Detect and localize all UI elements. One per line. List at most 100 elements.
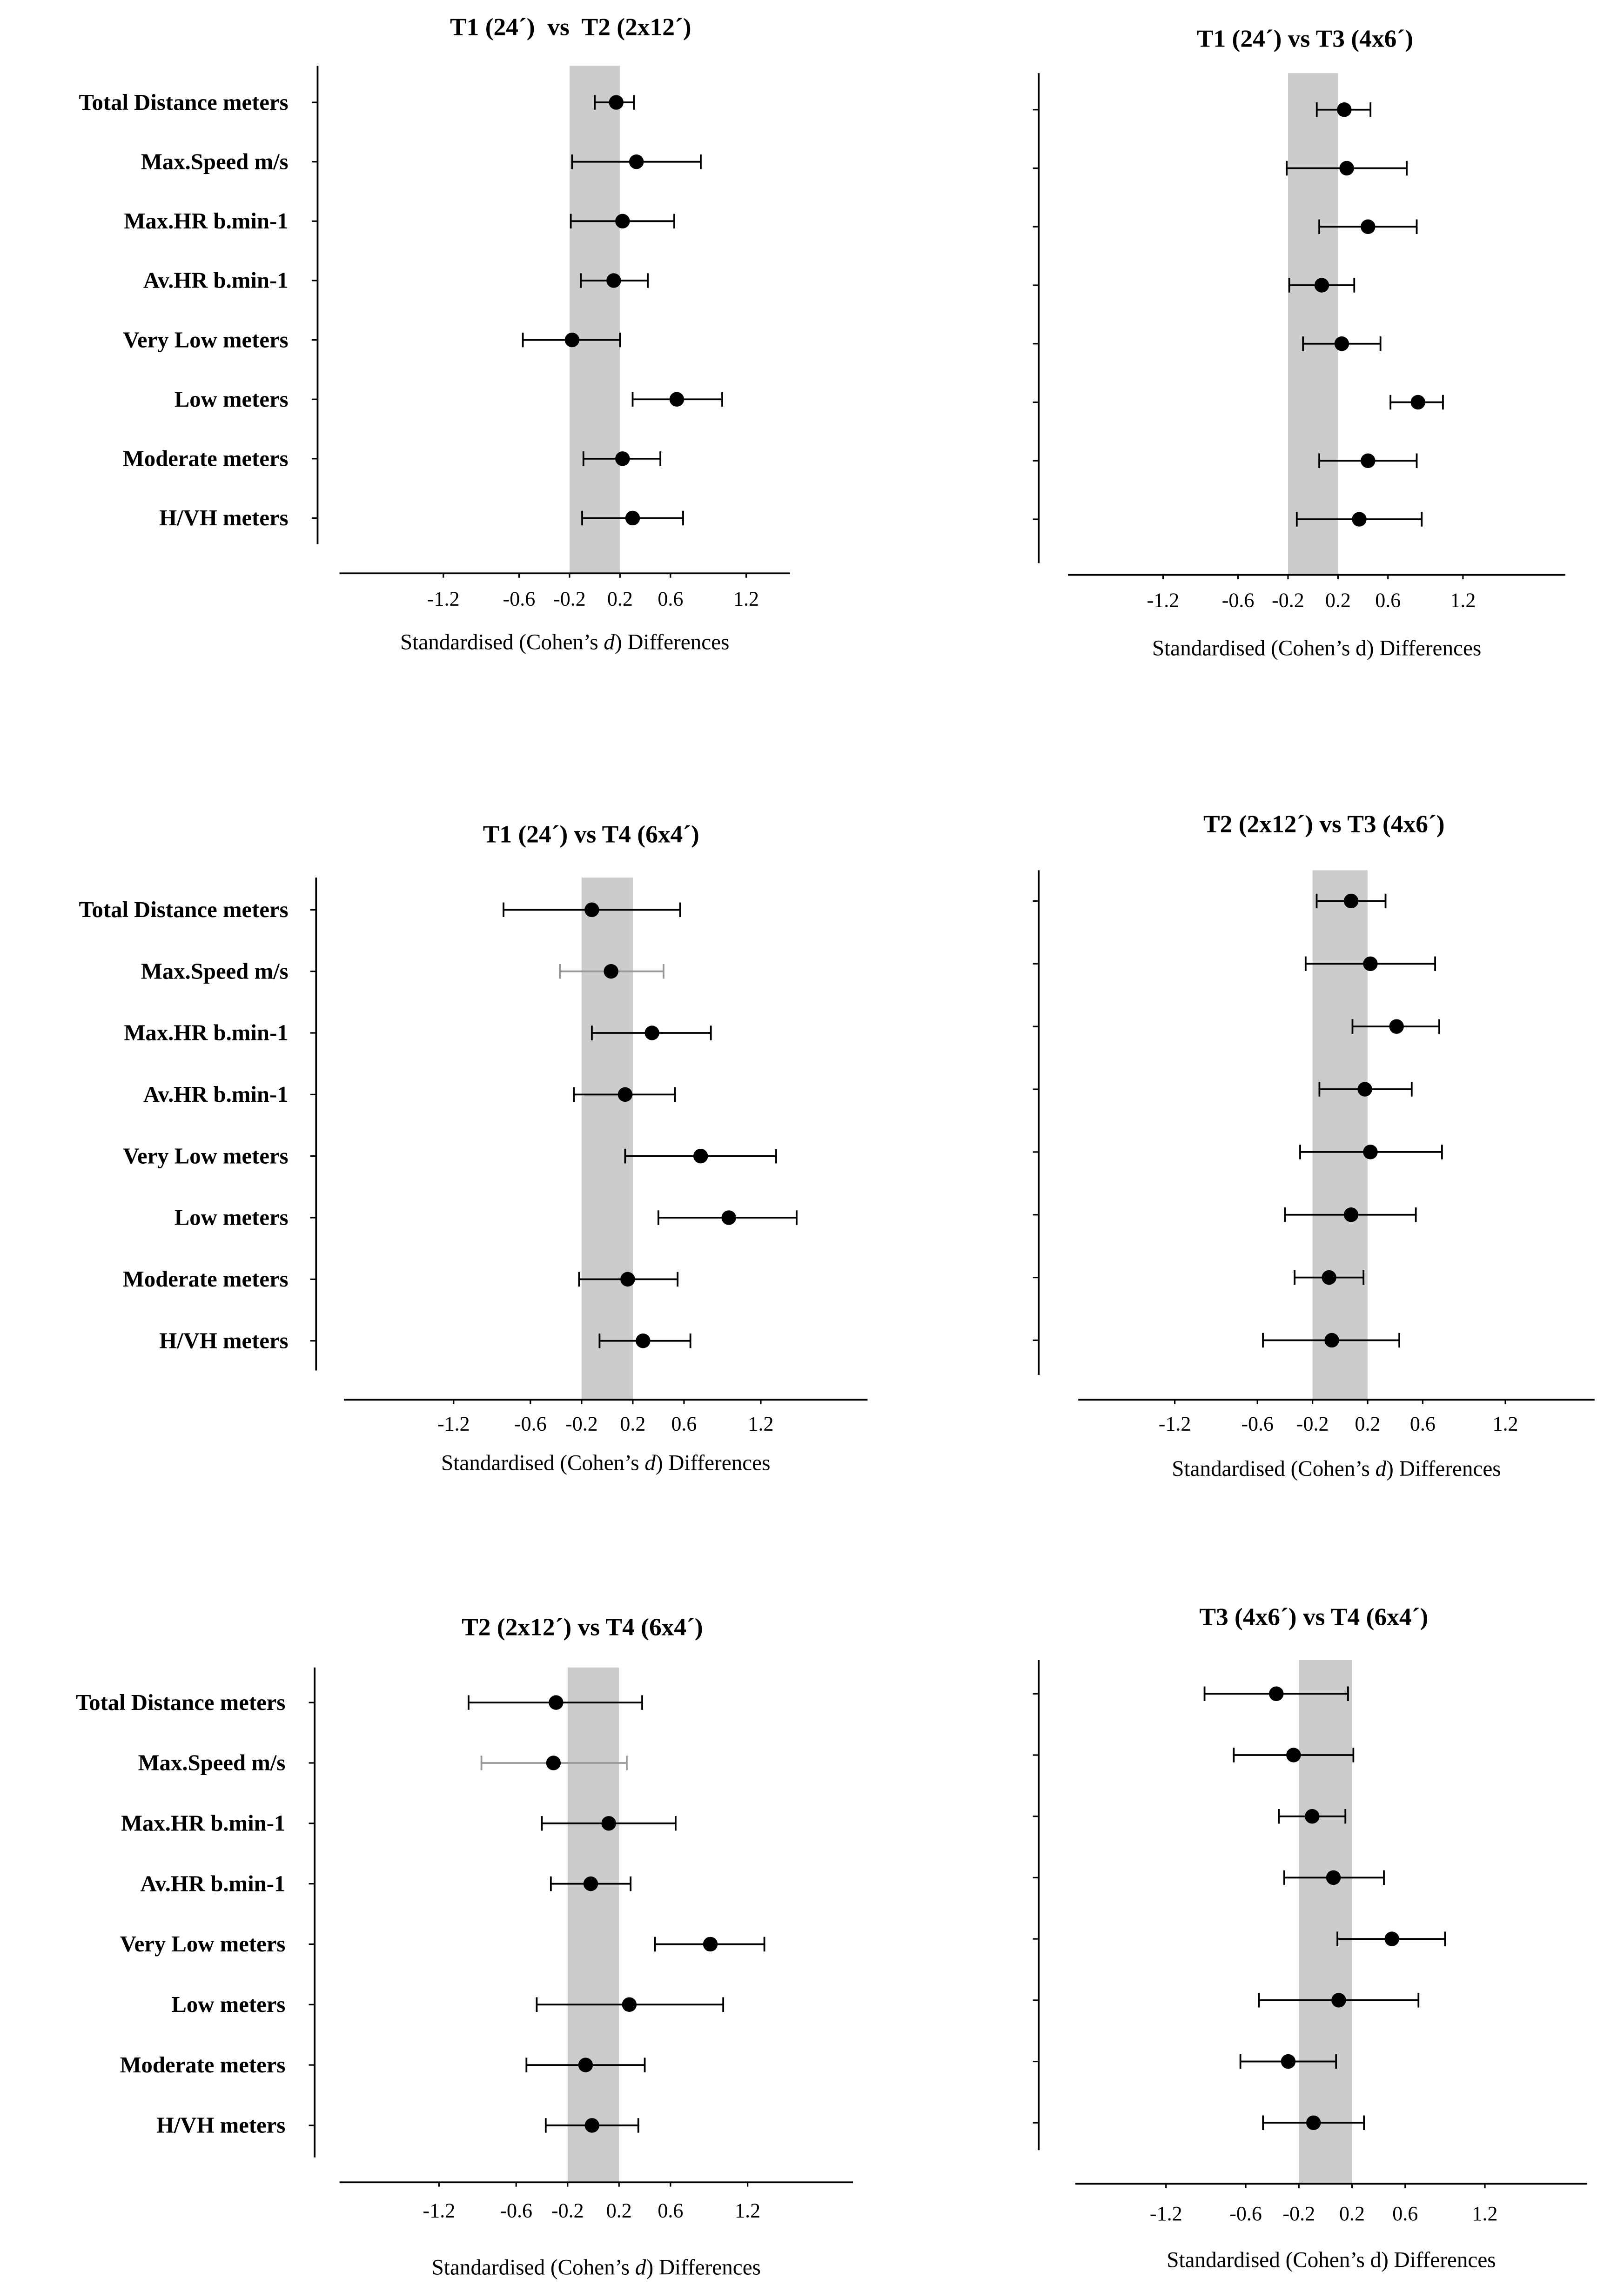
category-label: Total Distance meters — [76, 1690, 285, 1715]
x-tick-label: 0.2 — [1325, 589, 1351, 612]
effect-size-point — [1305, 1809, 1320, 1824]
trivial-effect-band — [567, 1667, 619, 2183]
x-tick-label: -0.2 — [565, 1412, 598, 1435]
x-axis-label-part: d — [644, 1451, 656, 1475]
x-axis-label-part: ) Differences — [656, 1451, 770, 1475]
effect-size-point — [546, 1756, 561, 1770]
x-axis-label: Standardised (Cohen’s d) Differences — [1167, 2248, 1496, 2272]
forest-panel: T1 (24´) vs T3 (4x6´) -1.2 -0.6 -0.2 0.2 0.6 1… — [1033, 25, 1565, 660]
x-tick-label: -1.2 — [437, 1412, 470, 1435]
trivial-effect-band — [569, 66, 620, 574]
effect-size-point — [615, 451, 630, 466]
category-label: Low meters — [174, 1205, 289, 1230]
category-label: Total Distance meters — [79, 897, 288, 922]
x-axis-label: Standardised (Cohen’s d) Differences — [400, 630, 729, 655]
effect-size-point — [604, 964, 618, 979]
effect-size-point — [620, 1272, 635, 1287]
effect-size-point — [1384, 1931, 1399, 1946]
effect-size-point — [1339, 161, 1354, 176]
x-axis-label-part: Standardised (Cohen’s — [441, 1451, 644, 1475]
x-axis-label-part: d — [604, 630, 615, 655]
x-tick-label: -0.6 — [1229, 2202, 1262, 2225]
x-axis-label-part: Standardised (Cohen’s — [1167, 2248, 1370, 2272]
x-axis-label-part: ) Differences — [646, 2255, 761, 2279]
x-tick-label: -0.6 — [1222, 589, 1255, 612]
x-axis-label-part: ) Differences — [1386, 1457, 1501, 1481]
x-tick-label: 1.2 — [1493, 1412, 1518, 1435]
category-label: Total Distance meters — [79, 90, 288, 115]
effect-size-point — [583, 1876, 598, 1891]
x-axis-label: Standardised (Cohen’s d) Differences — [1172, 1457, 1501, 1481]
effect-size-point — [1389, 1019, 1404, 1034]
effect-size-point — [1281, 2054, 1296, 2069]
category-label: Very Low meters — [120, 1931, 285, 1957]
x-axis-label: Standardised (Cohen’s d) Differences — [1152, 636, 1481, 660]
effect-size-point — [609, 95, 624, 110]
x-tick-label: 1.2 — [1450, 589, 1476, 612]
effect-size-point — [693, 1148, 708, 1164]
x-tick-label: -0.2 — [553, 587, 586, 610]
x-axis-label-part: d — [1356, 636, 1367, 660]
effect-size-point — [703, 1937, 718, 1952]
x-tick-label: 0.6 — [1375, 589, 1401, 612]
x-tick-label: 0.2 — [1339, 2202, 1365, 2225]
x-tick-label: 0.2 — [607, 587, 633, 610]
effect-size-point — [1363, 956, 1378, 972]
x-axis-label-part: d — [1376, 1457, 1387, 1481]
panel-title: T1 (24´) vs T2 (2x12´) — [450, 13, 691, 40]
effect-size-point — [636, 1334, 651, 1348]
category-label: Moderate meters — [123, 1267, 289, 1292]
category-label: Max.HR b.min-1 — [124, 1020, 288, 1045]
x-tick-label: 0.2 — [1355, 1412, 1381, 1435]
forest-panel: T3 (4x6´) vs T4 (6x4´) -1.2 -0.6 -0.2 0.2 0.6… — [1033, 1603, 1588, 2272]
effect-size-point — [1326, 1870, 1341, 1885]
x-axis-label-part: Standardised (Cohen’s — [400, 630, 604, 655]
effect-size-point — [578, 2057, 593, 2072]
x-tick-label: -0.2 — [551, 2199, 584, 2222]
effect-size-point — [584, 2118, 599, 2133]
effect-size-point — [644, 1025, 659, 1040]
x-tick-label: -1.2 — [1147, 589, 1180, 612]
x-tick-label: -1.2 — [1159, 1412, 1191, 1435]
x-tick-label: -1.2 — [1150, 2202, 1182, 2225]
x-axis-label-part: Standardised (Cohen’s — [432, 2255, 635, 2279]
trivial-effect-band — [1299, 1660, 1352, 2184]
effect-size-point — [1343, 1207, 1359, 1222]
category-label: Av.HR b.min-1 — [143, 1082, 289, 1107]
effect-size-point — [1343, 893, 1359, 909]
x-tick-label: -0.6 — [1241, 1412, 1274, 1435]
category-label: Max.Speed m/s — [141, 958, 289, 984]
effect-size-point — [1334, 336, 1349, 351]
x-axis-label-part: d — [635, 2255, 646, 2279]
effect-size-point — [1361, 453, 1376, 468]
effect-size-point — [606, 273, 621, 288]
trivial-effect-band — [581, 878, 633, 1400]
x-axis-label: Standardised (Cohen’s d) Differences — [441, 1451, 770, 1475]
x-axis-label-part: ) Differences — [1367, 636, 1481, 660]
effect-size-point — [584, 902, 599, 918]
effect-size-point — [1322, 1270, 1336, 1285]
category-label: H/VH meters — [156, 2113, 285, 2138]
effect-size-point — [721, 1210, 736, 1225]
category-label: Max.Speed m/s — [138, 1750, 286, 1776]
x-axis-label-part: ) Differences — [615, 630, 729, 655]
category-label: Max.HR b.min-1 — [121, 1811, 285, 1836]
x-tick-label: 0.6 — [658, 587, 683, 610]
x-tick-label: 0.6 — [1410, 1412, 1436, 1435]
effect-size-point — [629, 154, 644, 169]
effect-size-point — [617, 1087, 633, 1102]
effect-size-point — [1286, 1748, 1301, 1763]
category-label: Low meters — [174, 387, 289, 412]
category-label: Low meters — [171, 1992, 285, 2017]
x-tick-label: -0.2 — [1282, 2202, 1315, 2225]
x-tick-label: 1.2 — [735, 2199, 760, 2222]
effect-size-point — [1410, 395, 1425, 410]
category-label: Av.HR b.min-1 — [141, 1871, 286, 1896]
x-tick-label: 0.2 — [606, 2199, 632, 2222]
forest-panel: T2 (2x12´) vs T4 (6x4´) -1.2 -0.6 -0.2 0.2 0.… — [76, 1613, 853, 2279]
effect-size-point — [1357, 1082, 1372, 1097]
x-axis-label-part: ) Differences — [1381, 2248, 1496, 2272]
category-label: Max.Speed m/s — [141, 149, 289, 174]
x-tick-label: 1.2 — [1472, 2202, 1498, 2225]
